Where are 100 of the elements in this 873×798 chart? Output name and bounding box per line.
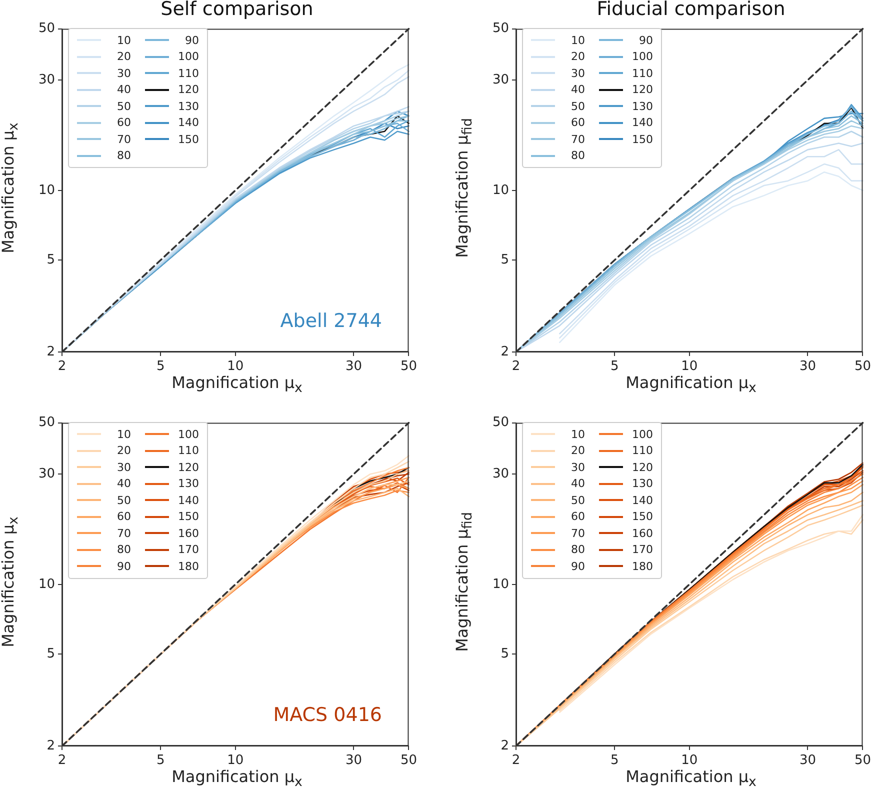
y-tick-label: 30 [38, 72, 55, 88]
legend-label: 160 [631, 526, 653, 540]
legend-label: 40 [116, 83, 131, 96]
legend-label: 110 [177, 66, 199, 80]
y-tick-label: 10 [492, 576, 509, 592]
x-tick-label: 50 [854, 753, 871, 768]
x-tick-label: 10 [227, 359, 244, 374]
legend-label: 170 [631, 543, 653, 556]
x-axis-title: Magnification μ$_{x}$ [170, 373, 304, 396]
legend-label: 140 [177, 116, 199, 130]
y-tick-label: 30 [492, 466, 509, 482]
x-tick-label: 5 [610, 359, 619, 374]
y-tick-label: 5 [500, 252, 509, 268]
legend-label: 180 [177, 560, 199, 573]
x-tick-label: 30 [345, 359, 362, 374]
x-tick-label: 10 [227, 753, 244, 768]
legend-label: 90 [116, 560, 131, 573]
legend-label: 120 [177, 460, 199, 474]
legend-label: 90 [638, 34, 653, 47]
y-tick-label: 50 [492, 21, 509, 36]
legend-label: 60 [570, 116, 585, 130]
legend-label: 100 [631, 50, 653, 64]
y-tick-label: 2 [500, 738, 509, 754]
x-tick-label: 2 [512, 753, 520, 768]
legend-label: 70 [116, 526, 131, 540]
x-tick-label: 10 [681, 359, 698, 374]
y-tick-label: 2 [46, 344, 55, 360]
y-tick-label: 10 [492, 182, 509, 198]
y-tick-label: 10 [38, 182, 55, 198]
legend-label: 150 [177, 132, 199, 146]
y-tick-label: 5 [500, 646, 509, 662]
legend-label: 170 [177, 543, 199, 556]
legend-label: 150 [631, 132, 653, 146]
legend-label: 100 [631, 428, 653, 441]
x-tick-label: 50 [400, 753, 417, 768]
legend-label: 70 [570, 526, 585, 540]
legend-label: 80 [570, 149, 585, 162]
legend-label: 130 [177, 477, 199, 490]
legend-label: 100 [177, 50, 199, 64]
y-tick-label: 2 [46, 738, 55, 754]
legend-label: 140 [631, 494, 653, 507]
legend-label: 120 [631, 83, 653, 96]
x-tick-label: 2 [512, 359, 520, 374]
legend-label: 100 [177, 428, 199, 441]
legend-label: 10 [570, 34, 585, 47]
legend-label: 90 [184, 34, 199, 47]
x-tick-label: 30 [345, 753, 362, 768]
legend-label: 70 [570, 132, 585, 146]
chart-title: Fiducial comparison [596, 0, 786, 20]
legend-label: 130 [631, 477, 653, 490]
legend-label: 180 [631, 560, 653, 573]
legend-label: 80 [116, 149, 131, 162]
x-tick-label: 10 [681, 753, 698, 768]
legend-label: 50 [570, 494, 585, 507]
y-tick-label: 10 [38, 576, 55, 592]
legend-label: 50 [570, 100, 585, 113]
y-tick-label: 50 [492, 415, 509, 430]
legend-label: 30 [116, 460, 131, 474]
y-tick-label: 30 [38, 466, 55, 482]
legend-label: 160 [177, 526, 199, 540]
legend-label: 130 [177, 100, 199, 113]
legend-label: 140 [631, 116, 653, 130]
legend-label: 50 [116, 494, 131, 507]
legend-label: 20 [570, 444, 585, 458]
y-tick-label: 2 [500, 344, 509, 360]
x-axis-title: Magnification μ$_{x}$ [624, 373, 758, 396]
legend-label: 120 [177, 83, 199, 96]
legend-label: 80 [570, 543, 585, 556]
x-tick-label: 5 [610, 753, 619, 768]
x-tick-label: 5 [156, 753, 165, 768]
legend-label: 10 [116, 428, 131, 441]
y-tick-label: 50 [38, 21, 55, 36]
chart-title: Self comparison [160, 0, 314, 20]
legend-label: 110 [631, 66, 653, 80]
legend-label: 20 [570, 50, 585, 64]
legend-label: 60 [116, 116, 131, 130]
legend-label: 40 [116, 477, 131, 490]
legend-label: 10 [116, 34, 131, 47]
legend-label: 110 [177, 444, 199, 458]
x-tick-label: 30 [799, 753, 816, 768]
x-axis-title: Magnification μ$_{x}$ [624, 767, 758, 790]
x-tick-label: 50 [854, 359, 871, 374]
x-tick-label: 5 [156, 359, 165, 374]
annotation: MACS 0416 [273, 704, 382, 726]
y-tick-label: 50 [38, 415, 55, 430]
legend-label: 30 [570, 66, 585, 80]
legend-label: 30 [570, 460, 585, 474]
legend-label: 60 [570, 510, 585, 524]
y-tick-label: 5 [46, 646, 55, 662]
x-axis-title: Magnification μ$_{x}$ [170, 767, 304, 790]
legend-label: 110 [631, 444, 653, 458]
legend-label: 40 [570, 83, 585, 96]
annotation: Abell 2744 [280, 310, 382, 332]
legend-label: 70 [116, 132, 131, 146]
y-tick-label: 30 [492, 72, 509, 88]
legend-label: 10 [570, 428, 585, 441]
legend-label: 130 [631, 100, 653, 113]
legend-label: 20 [116, 444, 131, 458]
legend-label: 60 [116, 510, 131, 524]
legend-label: 150 [177, 510, 199, 524]
